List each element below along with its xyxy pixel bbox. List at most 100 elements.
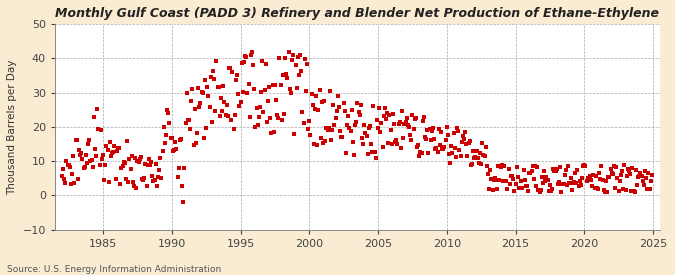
Point bbox=[346, 108, 357, 112]
Point bbox=[144, 157, 155, 161]
Point bbox=[572, 167, 583, 172]
Point bbox=[401, 116, 412, 120]
Point bbox=[621, 174, 632, 179]
Point bbox=[219, 100, 230, 104]
Point bbox=[609, 163, 620, 168]
Point bbox=[386, 141, 397, 146]
Point bbox=[381, 117, 392, 121]
Point bbox=[207, 120, 217, 124]
Point bbox=[518, 168, 529, 172]
Point bbox=[437, 147, 448, 152]
Point bbox=[123, 180, 134, 185]
Point bbox=[362, 152, 373, 156]
Point bbox=[65, 182, 76, 186]
Point bbox=[353, 110, 364, 114]
Point bbox=[644, 187, 655, 191]
Point bbox=[402, 123, 413, 127]
Point bbox=[275, 83, 286, 87]
Point bbox=[367, 150, 378, 154]
Point bbox=[539, 169, 549, 173]
Point bbox=[243, 82, 254, 86]
Point bbox=[620, 188, 631, 193]
Point bbox=[136, 155, 146, 160]
Point bbox=[230, 112, 240, 117]
Point bbox=[624, 169, 634, 173]
Point bbox=[272, 113, 283, 117]
Point bbox=[251, 106, 262, 110]
Point bbox=[164, 121, 175, 126]
Point bbox=[331, 108, 342, 113]
Point bbox=[391, 138, 402, 142]
Point bbox=[215, 95, 226, 100]
Point bbox=[407, 113, 418, 117]
Point bbox=[446, 144, 457, 148]
Point bbox=[476, 161, 487, 166]
Point bbox=[412, 143, 423, 148]
Point bbox=[299, 57, 310, 62]
Point bbox=[238, 89, 248, 94]
Point bbox=[619, 163, 630, 167]
Point bbox=[469, 155, 480, 160]
Point bbox=[374, 106, 385, 110]
Point bbox=[165, 136, 176, 141]
Point bbox=[448, 131, 459, 135]
Point bbox=[629, 189, 640, 194]
Point bbox=[298, 120, 309, 125]
Point bbox=[604, 175, 615, 179]
Point bbox=[379, 105, 390, 110]
Point bbox=[313, 107, 324, 112]
Point bbox=[321, 126, 332, 131]
Point bbox=[294, 72, 304, 77]
Point bbox=[479, 154, 490, 159]
Point bbox=[212, 84, 223, 89]
Point bbox=[67, 172, 78, 176]
Point bbox=[492, 187, 503, 191]
Point bbox=[628, 189, 639, 194]
Point bbox=[151, 161, 161, 166]
Point bbox=[155, 156, 166, 160]
Point bbox=[537, 175, 547, 180]
Point bbox=[211, 59, 222, 64]
Point bbox=[484, 187, 495, 191]
Point bbox=[225, 66, 236, 71]
Point bbox=[439, 145, 450, 150]
Point bbox=[443, 133, 454, 137]
Point bbox=[579, 163, 590, 167]
Point bbox=[187, 87, 198, 91]
Point bbox=[154, 168, 165, 172]
Point bbox=[176, 137, 186, 141]
Point bbox=[113, 145, 124, 150]
Point bbox=[315, 136, 326, 140]
Point bbox=[161, 133, 171, 138]
Point bbox=[221, 103, 232, 107]
Point bbox=[171, 147, 182, 151]
Point bbox=[263, 98, 273, 103]
Point bbox=[432, 150, 443, 155]
Point bbox=[466, 162, 477, 166]
Point bbox=[157, 148, 168, 153]
Point bbox=[203, 94, 214, 98]
Point bbox=[563, 164, 574, 168]
Point bbox=[435, 130, 446, 134]
Point bbox=[177, 184, 188, 188]
Point bbox=[617, 169, 628, 174]
Point bbox=[117, 163, 128, 168]
Point bbox=[368, 104, 379, 109]
Point bbox=[392, 142, 403, 147]
Point bbox=[534, 190, 545, 194]
Point bbox=[318, 141, 329, 145]
Point bbox=[369, 150, 380, 154]
Point bbox=[292, 86, 302, 90]
Point bbox=[415, 149, 426, 154]
Point bbox=[364, 124, 375, 128]
Point bbox=[139, 176, 150, 180]
Point bbox=[371, 156, 381, 160]
Point bbox=[506, 173, 516, 178]
Point bbox=[194, 105, 205, 110]
Point bbox=[240, 54, 250, 58]
Point bbox=[284, 50, 294, 55]
Point bbox=[612, 175, 623, 180]
Point bbox=[602, 189, 613, 194]
Point bbox=[427, 128, 437, 133]
Point bbox=[440, 138, 451, 142]
